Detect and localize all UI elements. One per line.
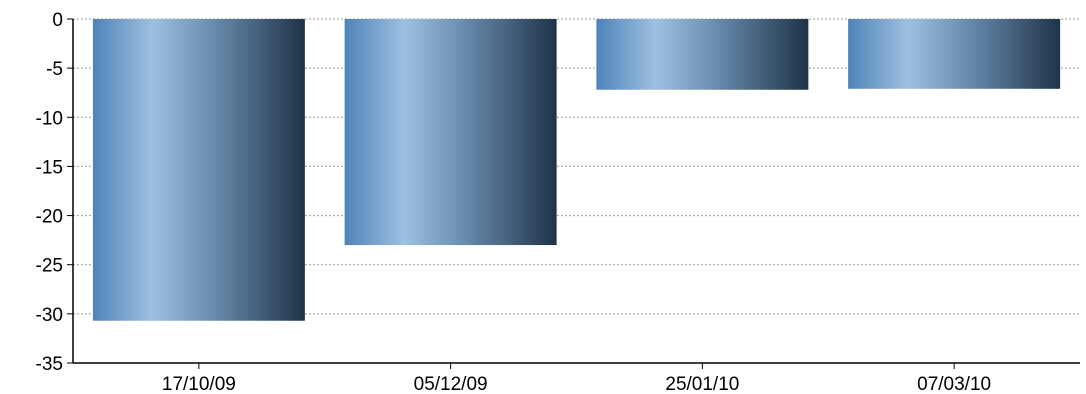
y-tick-label: -10 bbox=[36, 108, 63, 129]
axes bbox=[67, 18, 1080, 369]
bar bbox=[848, 19, 1061, 89]
y-tick-label: -15 bbox=[36, 157, 63, 178]
bars bbox=[92, 19, 1061, 321]
y-tick-label: -25 bbox=[36, 256, 63, 277]
x-tick-label: 25/01/10 bbox=[665, 374, 739, 394]
bar bbox=[596, 19, 809, 90]
x-tick-label: 05/12/09 bbox=[414, 374, 488, 394]
x-tick-label: 07/03/10 bbox=[917, 374, 991, 394]
bar bbox=[344, 19, 557, 246]
y-tick-label: -30 bbox=[36, 305, 63, 326]
y-tick-label: -35 bbox=[36, 354, 63, 375]
bar bbox=[92, 19, 305, 321]
y-tick-label: 0 bbox=[52, 10, 63, 31]
y-tick-labels: 0 -5 -10 -15 -20 -25 -30 -35 bbox=[36, 10, 63, 375]
y-tick-label: -20 bbox=[36, 207, 63, 228]
y-tick-label: -5 bbox=[46, 59, 63, 80]
x-tick-label: 17/10/09 bbox=[162, 374, 236, 394]
x-tick-labels: 17/10/09 05/12/09 25/01/10 07/03/10 bbox=[162, 374, 991, 394]
